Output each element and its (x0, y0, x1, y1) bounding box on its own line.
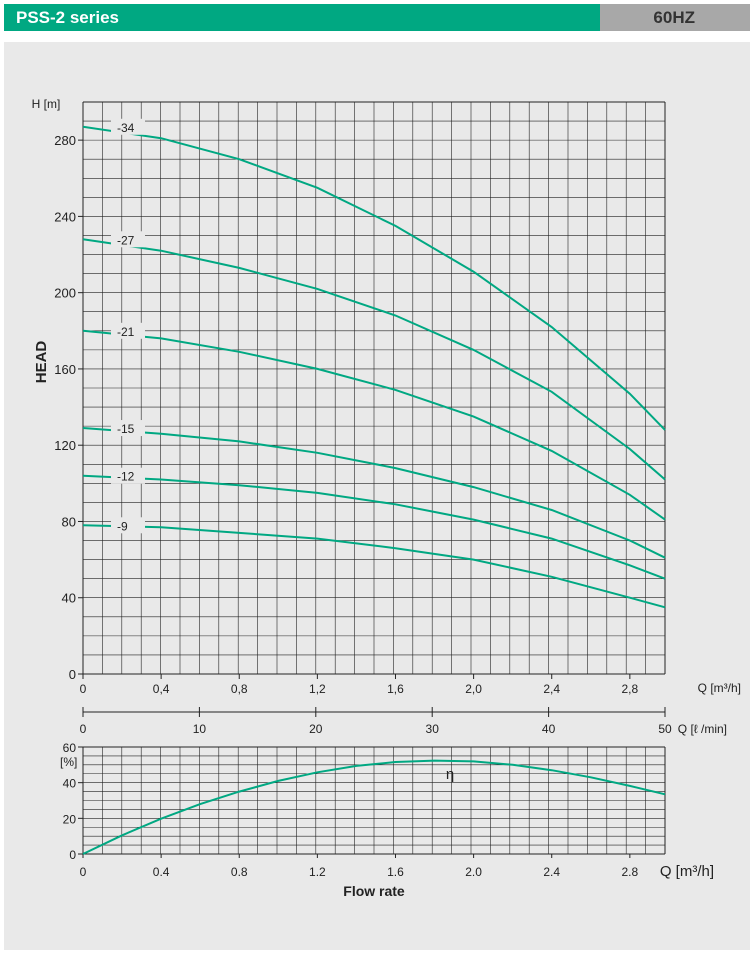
curve-label-bg (111, 467, 145, 484)
head-ytick-label: 240 (54, 209, 76, 224)
lpm-tick-label: 40 (542, 722, 556, 736)
head-ytick-label: 120 (54, 438, 76, 453)
eff-curve (82, 759, 666, 855)
head-xtick-label: 1,2 (309, 682, 326, 696)
curve-label-bg (111, 118, 145, 135)
head-curve-9 (82, 524, 666, 609)
lpm-tick-label: 0 (80, 722, 87, 736)
curve-label-9: -9 (117, 519, 128, 533)
lpm-tick-label: 30 (426, 722, 440, 736)
eff-ytick-label: 40 (63, 777, 77, 791)
eff-xtick-label: 0.8 (231, 865, 248, 879)
head-xtick-label: 0,4 (153, 682, 170, 696)
curve-label-12: -12 (117, 470, 135, 484)
curve-label-bg (111, 517, 145, 534)
eff-xtick-label: 2.8 (622, 865, 639, 879)
head-curve-27 (82, 238, 666, 481)
eff-xtick-label: 0 (80, 865, 87, 879)
head-ytick-label: 280 (54, 133, 76, 148)
head-xtick-label: 2,8 (622, 682, 639, 696)
head-xtick-label: 2,0 (465, 682, 482, 696)
eff-ytick-label: 60 (63, 741, 77, 755)
eff-xtick-label: 2.0 (465, 865, 482, 879)
curve-label-bg (111, 231, 145, 248)
head-xtick-label: 2,4 (543, 682, 560, 696)
head-curve-15 (82, 427, 666, 559)
head-ytick-label: 80 (62, 514, 76, 529)
curve-label-27: -27 (117, 233, 135, 247)
head-xtick-label: 1,6 (387, 682, 404, 696)
frequency-tag: 60HZ (600, 4, 750, 31)
frequency-label: 60HZ (653, 8, 695, 27)
head-xtick-label: 0 (80, 682, 87, 696)
lpm-unit: Q [ℓ /min] (678, 722, 727, 736)
head-yunit: H [m] (32, 97, 61, 111)
head-ytick-label: 0 (69, 667, 76, 682)
head-curve-12 (82, 474, 666, 580)
curve-label-15: -15 (117, 422, 135, 436)
eff-ytick-label: 0 (69, 848, 76, 862)
eff-curve-label: η (446, 766, 454, 783)
head-curve-34 (82, 125, 666, 431)
lpm-tick-label: 50 (658, 722, 672, 736)
curve-label-34: -34 (117, 121, 135, 135)
header-bar: PSS-2 series (4, 4, 600, 31)
eff-ytick-label: 20 (63, 812, 77, 826)
curve-label-bg (111, 322, 145, 339)
eff-xtick-label: 0.4 (153, 865, 170, 879)
eff-xtick-label: 1.2 (309, 865, 326, 879)
head-ytick-label: 40 (62, 591, 76, 606)
head-xtick-label: 0,8 (231, 682, 248, 696)
head-ytick-label: 160 (54, 362, 76, 377)
eff-xtick-label: 1.6 (387, 865, 404, 879)
eff-xunit: Q [m³/h] (660, 863, 714, 880)
head-ytick-label: 200 (54, 286, 76, 301)
head-ylabel: HEAD (33, 341, 50, 384)
eff-yunit: [%] (60, 755, 77, 769)
head-curve-21 (82, 329, 666, 521)
curve-label-21: -21 (117, 325, 135, 339)
lpm-tick-label: 20 (309, 722, 323, 736)
chart-panel: 0 40 80 120 160 200 240 280 0 0,4 0,8 1,2 1,6 2,0 2,4 2… (4, 42, 750, 950)
eff-xlabel: Flow rate (343, 883, 405, 899)
lpm-tick-label: 10 (193, 722, 207, 736)
curve-label-bg (111, 420, 145, 437)
head-xunit: Q [m³/h] (698, 681, 741, 695)
series-title: PSS-2 series (16, 8, 120, 27)
eff-xtick-label: 2.4 (543, 865, 560, 879)
